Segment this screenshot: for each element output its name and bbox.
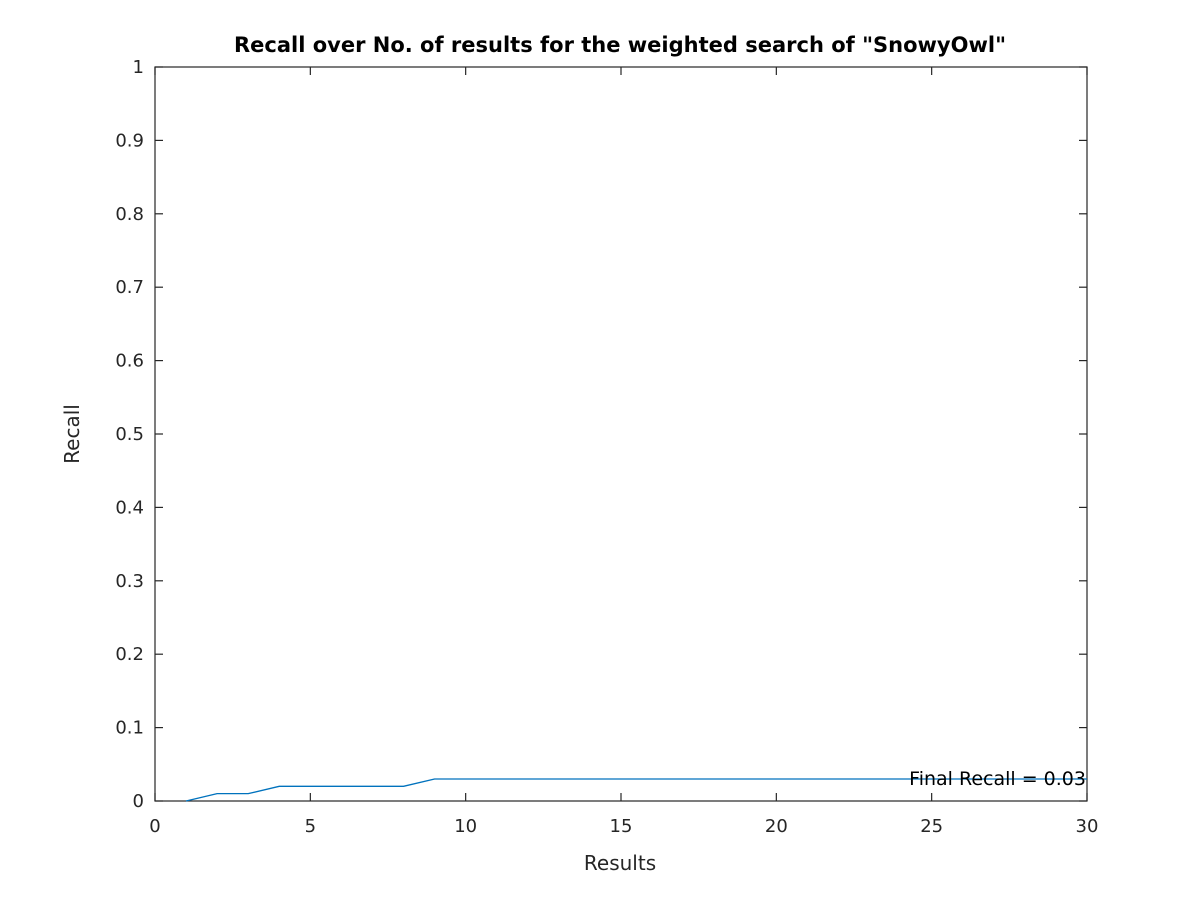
axis-ticks xyxy=(154,66,1088,802)
x-tick-label: 25 xyxy=(920,816,943,837)
y-tick-label: 0.6 xyxy=(115,351,144,372)
x-tick-label: 15 xyxy=(610,816,633,837)
x-tick-label: 30 xyxy=(1076,816,1099,837)
x-tick-labels: 0 5 10 15 20 25 30 xyxy=(149,816,1098,837)
y-tick-label: 1 xyxy=(133,57,144,78)
x-tick-label: 10 xyxy=(454,816,477,837)
x-axis-label: Results xyxy=(584,851,656,875)
x-tick-label: 5 xyxy=(305,816,316,837)
x-tick-label: 0 xyxy=(149,816,160,837)
x-tick-label: 20 xyxy=(765,816,788,837)
final-recall-annotation: Final Recall = 0.03 xyxy=(909,768,1086,790)
y-axis-label: Recall xyxy=(60,404,84,464)
y-tick-labels: 0 0.1 0.2 0.3 0.4 0.5 0.6 0.7 0.8 0.9 1 xyxy=(115,57,144,812)
y-tick-label: 0 xyxy=(133,791,144,812)
y-tick-label: 0.2 xyxy=(115,644,144,665)
axes-box xyxy=(154,66,1088,802)
annotations: Final Recall = 0.03 xyxy=(909,768,1086,790)
recall-series-line xyxy=(185,778,1087,802)
y-tick-label: 0.3 xyxy=(115,571,144,592)
y-tick-label: 0.5 xyxy=(115,424,144,445)
y-tick-label: 0.7 xyxy=(115,277,144,298)
y-tick-label: 0.9 xyxy=(115,130,144,151)
y-tick-label: 0.4 xyxy=(115,497,144,518)
plot-area: Final Recall = 0.03 xyxy=(154,66,1088,802)
series-group xyxy=(185,778,1087,802)
chart-title: Recall over No. of results for the weigh… xyxy=(234,33,1006,57)
y-tick-label: 0.1 xyxy=(115,718,144,739)
y-tick-label: 0.8 xyxy=(115,204,144,225)
